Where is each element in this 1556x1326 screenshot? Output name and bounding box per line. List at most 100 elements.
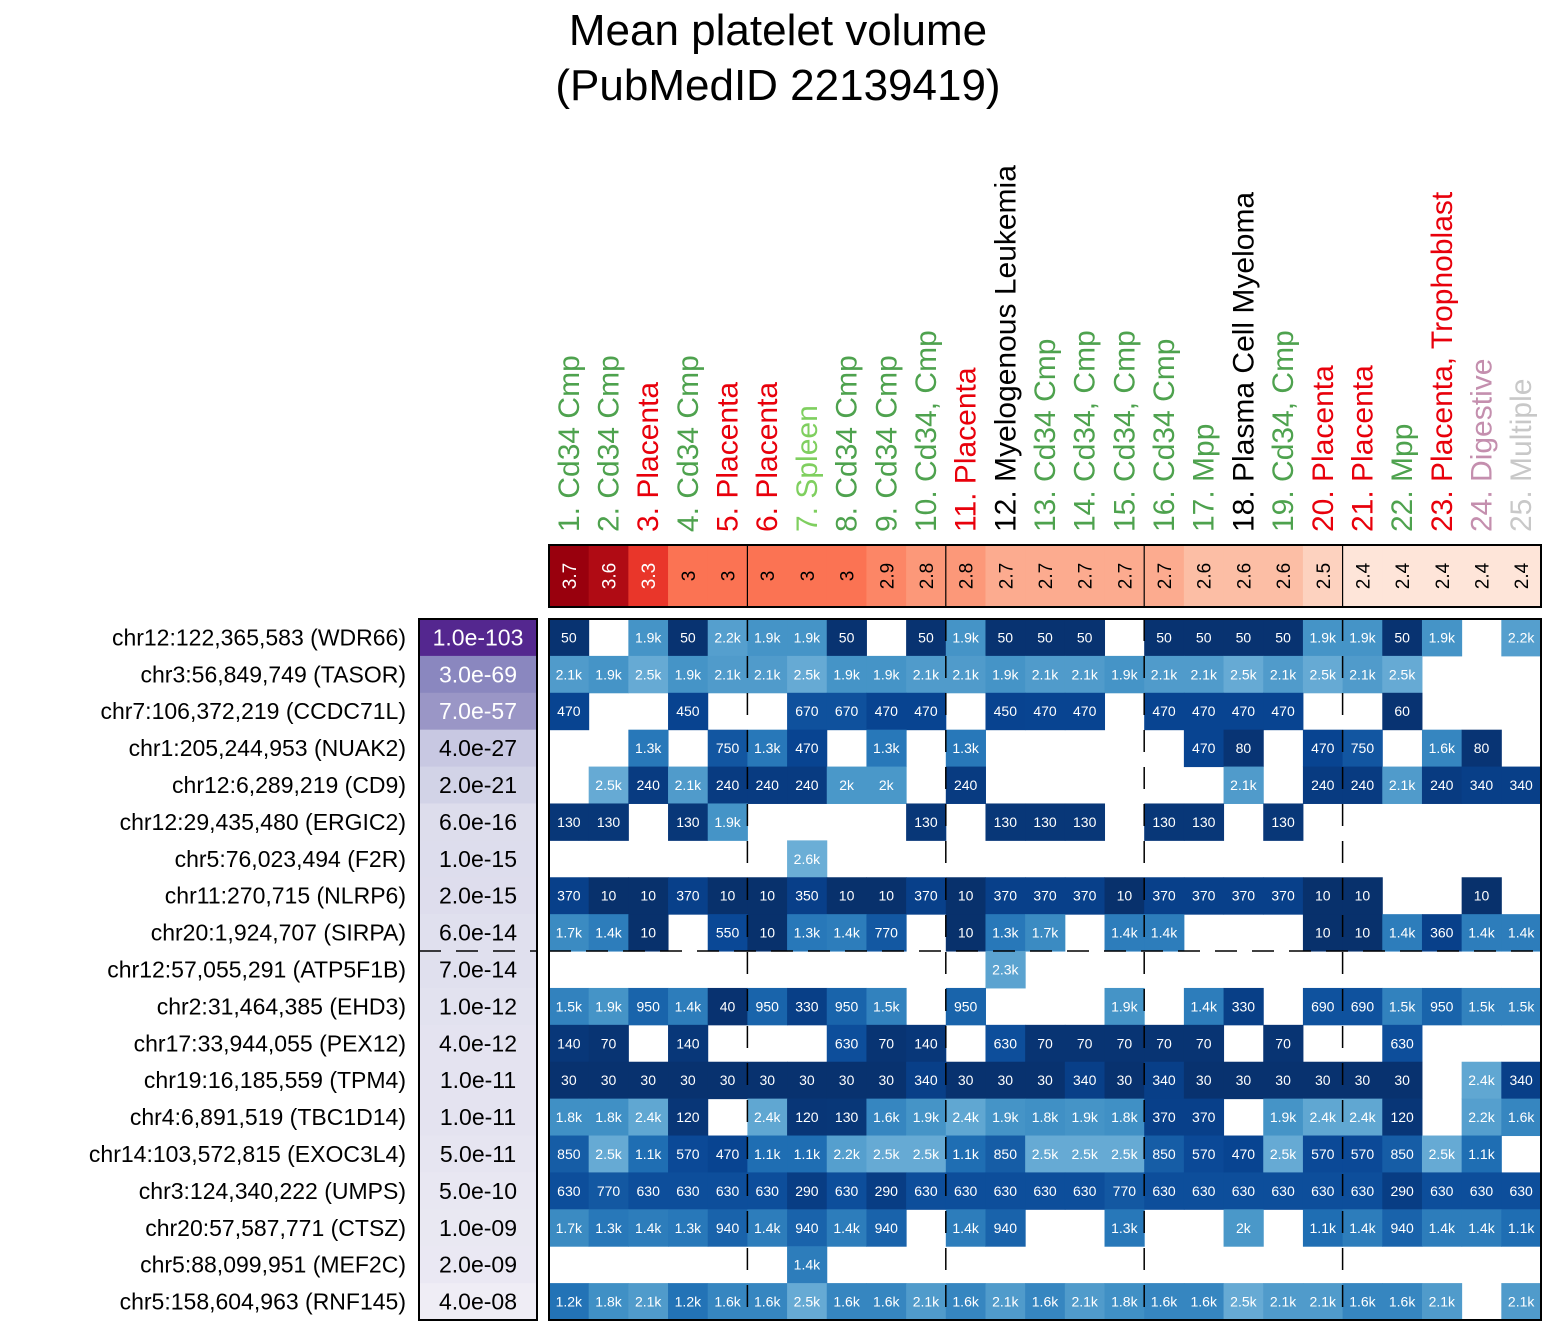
cell-value: 630 [1192, 1183, 1216, 1199]
enrichment-value: 2.7 [1036, 563, 1057, 589]
cell-value: 1.3k [595, 1220, 622, 1236]
cell-value: 1.9k [714, 814, 741, 830]
heatmap-cell [588, 1061, 629, 1100]
column-labels: 1. Cd34 Cmp 2. Cd34 Cmp 3. Placenta 4. Cd34… [553, 165, 1538, 532]
cell-value: 470 [795, 740, 819, 756]
heatmap-cell [787, 1098, 828, 1137]
cell-value: 2.1k [1071, 1294, 1098, 1310]
cell-value: 1.6k [873, 1294, 900, 1310]
cell-value: 1.7k [556, 925, 583, 941]
pvalue-text: 5.0e-10 [439, 1178, 517, 1204]
heatmap-cell [1501, 1098, 1542, 1137]
heatmap-cell [1382, 1024, 1423, 1063]
heatmap-cell [1382, 1283, 1423, 1321]
cell-value: 2.6k [794, 851, 821, 867]
cell-value: 1.5k [1508, 998, 1535, 1014]
heatmap-cell [1223, 1283, 1264, 1321]
heatmap-cell [1501, 987, 1542, 1026]
cell-value: 1.3k [675, 1220, 702, 1236]
heatmap-cell [985, 619, 1026, 657]
column-label: 16. Cd34 Cmp [1148, 339, 1181, 532]
cell-value: 1.4k [635, 1220, 662, 1236]
cell-value: 2.1k [1151, 666, 1178, 682]
cell-value: 30 [839, 1072, 855, 1088]
cell-value: 1.9k [1310, 629, 1337, 645]
column-label: 22. Mpp [1386, 424, 1419, 532]
heatmap-cell [826, 877, 867, 915]
column-label: 15. Cd34, Cmp [1108, 330, 1141, 532]
cell-value: 570 [1192, 1146, 1216, 1162]
heatmap-cell [549, 1098, 590, 1137]
heatmap-cell [1421, 1209, 1463, 1247]
row-label: chr17:33,944,055 (PEX12) [134, 1030, 406, 1056]
heatmap-cell [945, 1098, 986, 1137]
heatmap-cell [628, 655, 669, 694]
heatmap-cell [668, 1098, 709, 1137]
cell-value: 630 [1033, 1183, 1057, 1199]
cell-value: 70 [1037, 1035, 1053, 1051]
cell-value: 10 [1355, 925, 1371, 941]
heatmap-cell [1064, 1061, 1106, 1100]
heatmap-cell [1461, 987, 1502, 1026]
pvalue-text: 6.0e-16 [439, 809, 517, 835]
cell-value: 2.4k [1310, 1109, 1337, 1125]
heatmap-cell [747, 1283, 788, 1321]
heatmap-cell [787, 1283, 828, 1321]
heatmap-cell [1501, 766, 1542, 804]
cell-value: 570 [1351, 1146, 1375, 1162]
cell-value: 1.4k [1468, 1220, 1495, 1236]
cell-value: 130 [994, 814, 1018, 830]
pvalue-cell [419, 655, 537, 694]
cell-value: 1.8k [595, 1109, 622, 1125]
enrichment-cell [1382, 545, 1423, 607]
cell-value: 2.5k [1429, 1146, 1456, 1162]
cell-value: 850 [1152, 1146, 1176, 1162]
cell-value: 240 [716, 777, 740, 793]
cell-value: 1.9k [1429, 629, 1456, 645]
row-label: chr7:106,372,219 (CCDC71L) [100, 698, 406, 724]
cell-value: 2.1k [1508, 1294, 1535, 1310]
enrichment-value: 2.6 [1274, 563, 1295, 589]
pvalue-frame [418, 618, 538, 1321]
heatmap-cell [1144, 914, 1185, 952]
cell-value: 1.9k [1111, 998, 1138, 1014]
cell-value: 570 [676, 1146, 700, 1162]
pvalue-text: 2.0e-09 [439, 1252, 517, 1278]
pvalue-cell [419, 803, 537, 841]
cell-value: 1.3k [873, 740, 900, 756]
heatmap-cell [826, 1098, 867, 1137]
cell-value: 550 [716, 925, 740, 941]
cell-value: 770 [875, 925, 899, 941]
heatmap-cell [1104, 1209, 1145, 1247]
heatmap-cell [707, 987, 748, 1026]
heatmap-cell [1223, 877, 1264, 915]
column-label: 13. Cd34 Cmp [1029, 339, 1062, 532]
heatmap-cell [1501, 619, 1542, 657]
pvalue-cell [419, 914, 537, 952]
heatmap-cell [1263, 692, 1304, 731]
heatmap-cell [1302, 1098, 1344, 1137]
heatmap-cell [1183, 1024, 1225, 1063]
enrichment-cell [1263, 545, 1304, 607]
cell-value: 10 [759, 888, 775, 904]
cell-value: 340 [1073, 1072, 1097, 1088]
cell-value: 630 [1509, 1183, 1533, 1199]
cell-value: 10 [1315, 925, 1331, 941]
cell-value: 450 [994, 703, 1018, 719]
enrichment-cell [1104, 545, 1145, 607]
heatmap-cell [1501, 914, 1542, 952]
heatmap-cell [1144, 1172, 1185, 1210]
row-label: chr20:1,924,707 (SIRPA) [151, 920, 406, 946]
pvalue-cell [419, 1024, 537, 1063]
cell-value: 1.5k [873, 998, 900, 1014]
cell-value: 2.1k [992, 1294, 1019, 1310]
cell-value: 630 [1152, 1183, 1176, 1199]
cell-value: 1.3k [992, 925, 1019, 941]
chart-title: Mean platelet volume (PubMedID 22139419) [555, 6, 1000, 110]
cell-value: 1.2k [675, 1294, 702, 1310]
heatmap-cell [1183, 1283, 1225, 1321]
cell-value: 30 [1394, 1072, 1410, 1088]
heatmap-cell [747, 1135, 788, 1173]
cell-value: 30 [1236, 1072, 1252, 1088]
cell-value: 1.4k [1151, 925, 1178, 941]
